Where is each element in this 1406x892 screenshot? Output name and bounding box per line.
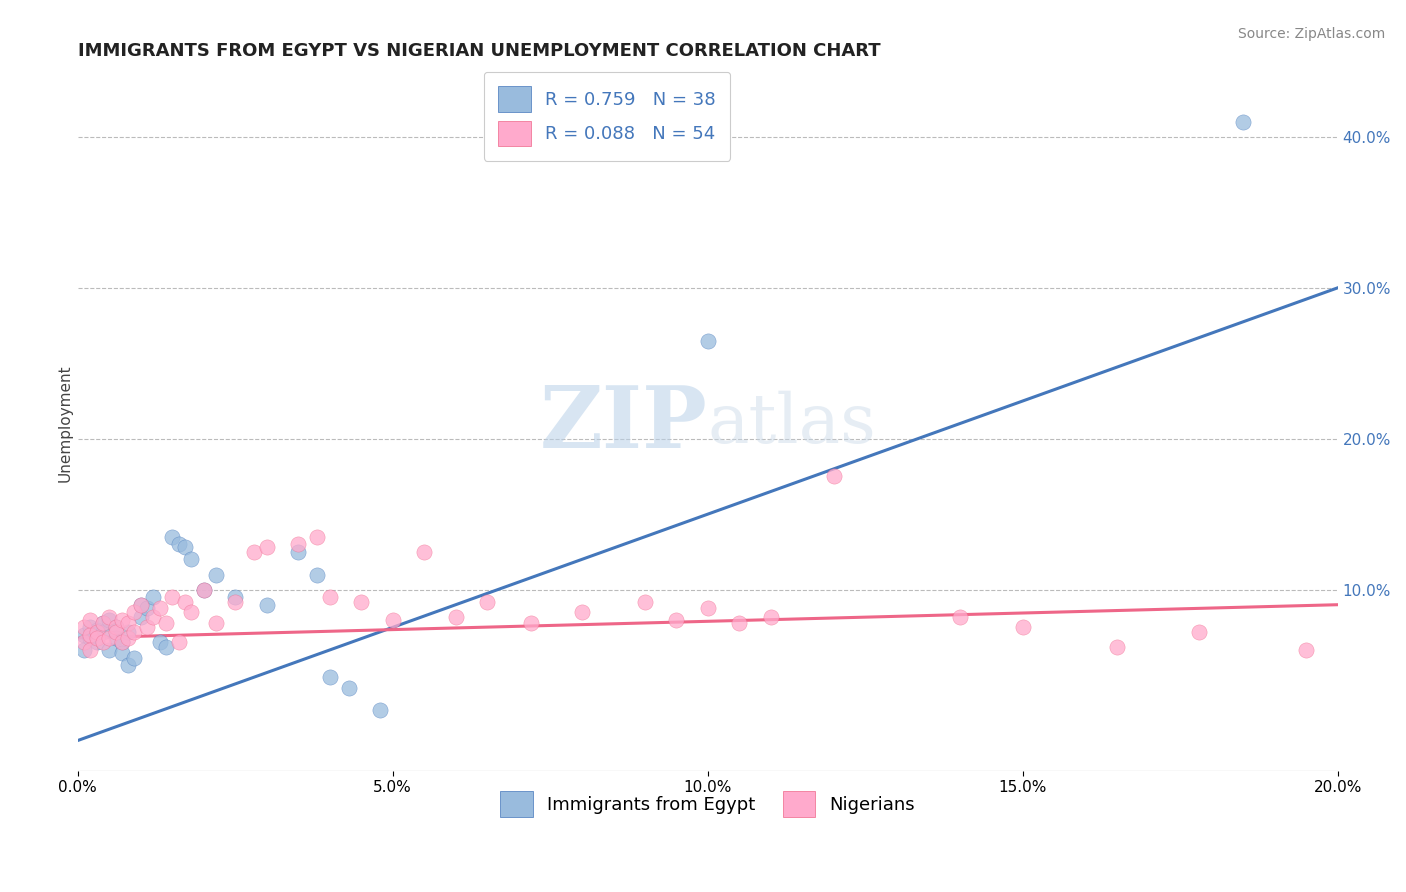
Point xyxy=(91,615,114,630)
Point xyxy=(307,530,329,544)
Point xyxy=(91,615,114,630)
Point xyxy=(111,613,134,627)
Point xyxy=(224,590,246,604)
Point xyxy=(73,620,96,634)
Point xyxy=(111,635,134,649)
Point xyxy=(98,643,121,657)
Point xyxy=(205,615,228,630)
Point xyxy=(124,650,146,665)
Point xyxy=(124,624,146,639)
Point xyxy=(224,595,246,609)
Point xyxy=(381,613,404,627)
Point xyxy=(79,643,101,657)
Point xyxy=(319,590,342,604)
Point xyxy=(129,598,152,612)
Point xyxy=(149,635,172,649)
Point xyxy=(634,595,657,609)
Point xyxy=(193,582,215,597)
Point xyxy=(243,545,266,559)
Point xyxy=(104,620,127,634)
Point xyxy=(167,537,190,551)
Point xyxy=(111,635,134,649)
Point xyxy=(696,600,718,615)
Text: IMMIGRANTS FROM EGYPT VS NIGERIAN UNEMPLOYMENT CORRELATION CHART: IMMIGRANTS FROM EGYPT VS NIGERIAN UNEMPL… xyxy=(77,42,880,60)
Point xyxy=(444,609,467,624)
Text: Source: ZipAtlas.com: Source: ZipAtlas.com xyxy=(1237,27,1385,41)
Point xyxy=(350,595,373,609)
Point xyxy=(571,605,593,619)
Point xyxy=(98,609,121,624)
Point xyxy=(696,334,718,348)
Point xyxy=(86,631,108,645)
Point xyxy=(117,624,139,639)
Point xyxy=(124,605,146,619)
Point xyxy=(91,624,114,639)
Point xyxy=(173,541,195,555)
Point xyxy=(149,600,172,615)
Legend: Immigrants from Egypt, Nigerians: Immigrants from Egypt, Nigerians xyxy=(494,784,922,824)
Point xyxy=(1011,620,1033,634)
Point xyxy=(160,530,183,544)
Point xyxy=(155,615,177,630)
Point xyxy=(117,631,139,645)
Point xyxy=(98,613,121,627)
Point xyxy=(368,703,391,717)
Point xyxy=(477,595,499,609)
Point xyxy=(1188,624,1211,639)
Point xyxy=(256,598,278,612)
Point xyxy=(160,590,183,604)
Point xyxy=(205,567,228,582)
Point xyxy=(111,646,134,660)
Point xyxy=(823,469,845,483)
Point xyxy=(117,658,139,673)
Point xyxy=(142,590,165,604)
Point xyxy=(86,624,108,639)
Point xyxy=(665,613,688,627)
Point xyxy=(91,635,114,649)
Point xyxy=(180,605,202,619)
Point xyxy=(73,643,96,657)
Point xyxy=(180,552,202,566)
Point xyxy=(520,615,543,630)
Point xyxy=(1295,643,1317,657)
Point xyxy=(319,670,342,684)
Point xyxy=(86,624,108,638)
Point xyxy=(287,537,309,551)
Point xyxy=(136,600,159,615)
Point xyxy=(79,620,101,634)
Point xyxy=(98,631,121,645)
Point xyxy=(129,609,152,624)
Text: ZIP: ZIP xyxy=(540,382,707,466)
Point xyxy=(73,635,96,649)
Point xyxy=(1107,640,1129,654)
Point xyxy=(73,628,96,642)
Point xyxy=(104,624,127,639)
Point xyxy=(79,628,101,642)
Point xyxy=(104,631,127,645)
Point xyxy=(728,615,751,630)
Point xyxy=(79,613,101,627)
Point xyxy=(142,609,165,624)
Point xyxy=(129,598,152,612)
Point xyxy=(86,635,108,649)
Text: atlas: atlas xyxy=(707,391,876,457)
Point xyxy=(287,545,309,559)
Point xyxy=(173,595,195,609)
Y-axis label: Unemployment: Unemployment xyxy=(58,365,72,483)
Point xyxy=(759,609,782,624)
Point xyxy=(136,620,159,634)
Point xyxy=(413,545,436,559)
Point xyxy=(117,615,139,630)
Point xyxy=(1232,115,1254,129)
Point xyxy=(307,567,329,582)
Point xyxy=(155,640,177,654)
Point xyxy=(79,631,101,645)
Point xyxy=(949,609,972,624)
Point xyxy=(167,635,190,649)
Point xyxy=(104,620,127,634)
Point xyxy=(337,681,360,695)
Point xyxy=(256,541,278,555)
Point xyxy=(193,582,215,597)
